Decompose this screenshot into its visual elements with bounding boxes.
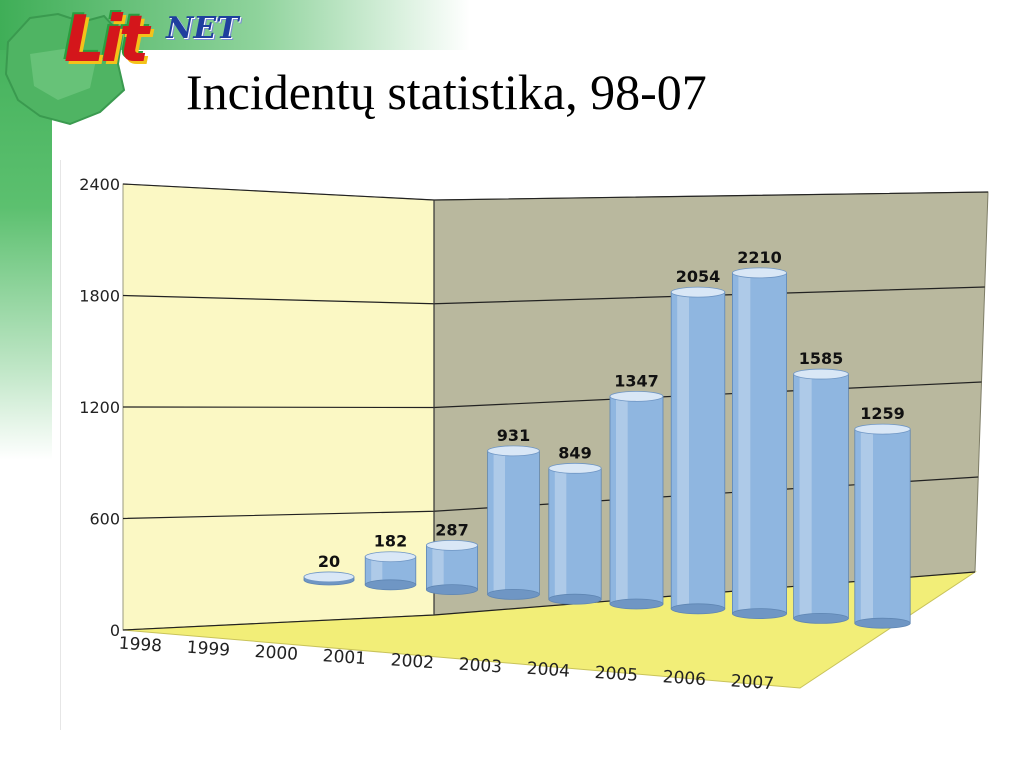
bar-2005: 2210 (732, 248, 788, 620)
bar-body (548, 467, 602, 600)
bar-value-label: 2210 (737, 248, 782, 267)
bar-body (793, 373, 849, 619)
bar-body (487, 450, 540, 595)
bar-value-label: 931 (497, 426, 530, 445)
y-tick-label: 1800 (79, 287, 120, 306)
bar-top (854, 423, 911, 435)
bar-2001: 931 (487, 426, 540, 600)
bar-2000: 287 (425, 520, 478, 596)
bar-body (670, 291, 726, 610)
bar-base (487, 588, 540, 600)
bar-top (670, 286, 726, 298)
bar-value-label: 287 (435, 520, 468, 539)
bar-highlight (371, 556, 383, 585)
bar-top (487, 445, 540, 457)
x-category-label: 2006 (662, 667, 707, 690)
bar-2007: 1259 (854, 404, 911, 629)
bar-highlight (799, 374, 812, 619)
y-tick-label: 0 (110, 621, 120, 640)
bar-highlight (554, 468, 567, 600)
page-title: Incidentų statistika, 98-07 (186, 64, 707, 120)
bar-1999: 182 (364, 532, 417, 591)
chart-frame-line (60, 160, 61, 730)
bar-base (670, 603, 726, 615)
x-category-label: 1998 (118, 634, 163, 657)
y-axis-ticks: 0 600 1200 1800 2400 (79, 175, 120, 640)
y-tick-label: 2400 (79, 175, 120, 194)
bar-highlight (738, 272, 751, 614)
bar-highlight (860, 429, 873, 624)
bar-base (854, 617, 911, 629)
x-category-label: 2005 (594, 663, 639, 686)
x-category-label: 2002 (390, 650, 435, 673)
bar-body (854, 428, 911, 624)
bar-highlight (432, 545, 444, 590)
bar-highlight (493, 450, 505, 595)
bar-2003: 1347 (609, 371, 664, 610)
bar-top (732, 267, 788, 279)
bar-top (609, 390, 664, 402)
bar-base (793, 612, 849, 624)
bar-2006: 1585 (793, 349, 849, 624)
x-category-label: 2003 (458, 655, 503, 678)
bar-value-label: 1347 (614, 371, 659, 390)
bar-base (425, 584, 478, 596)
bar-base (364, 579, 417, 591)
bar-1998: 20 (303, 552, 355, 586)
bar-base (732, 608, 788, 620)
x-category-label: 2001 (322, 646, 367, 669)
bar-value-label: 849 (558, 443, 591, 462)
lithuania-map-icon (4, 12, 126, 126)
bar-top (548, 462, 602, 474)
x-category-label: 2004 (526, 659, 571, 682)
logo-lit-text: Lit (64, 3, 149, 77)
bar-body (609, 395, 664, 605)
bar-highlight (677, 292, 689, 609)
bar-value-label: 2054 (676, 267, 721, 286)
bar-base (548, 593, 602, 605)
x-category-label: 2007 (730, 671, 775, 694)
bar-value-label: 20 (318, 552, 340, 571)
logo-net-text: NET (166, 11, 239, 46)
bar-2002: 849 (548, 443, 602, 605)
bar-value-label: 1259 (860, 404, 905, 423)
bars: 20 182 287 931 849 1347 2054 2210 1585 1259 (303, 248, 911, 629)
bar-top (303, 571, 355, 583)
bar-top (793, 368, 849, 380)
bar-body (732, 272, 788, 615)
x-axis-categories: 1998 1999 2000 2001 2002 2003 2004 2005 2006 2007 (118, 634, 775, 695)
litnet-logo: Lit NET (60, 4, 260, 80)
y-tick-label: 1200 (79, 398, 120, 417)
bar-value-label: 182 (374, 532, 407, 551)
bar-top (364, 551, 417, 563)
bar-top (425, 539, 478, 551)
bar-base (609, 598, 664, 610)
bar-highlight (616, 396, 628, 604)
bar-value-label: 1585 (799, 349, 844, 368)
x-category-label: 2000 (254, 642, 299, 665)
y-tick-label: 600 (89, 510, 120, 529)
bar-2004: 2054 (670, 267, 726, 615)
x-category-label: 1999 (186, 638, 231, 661)
